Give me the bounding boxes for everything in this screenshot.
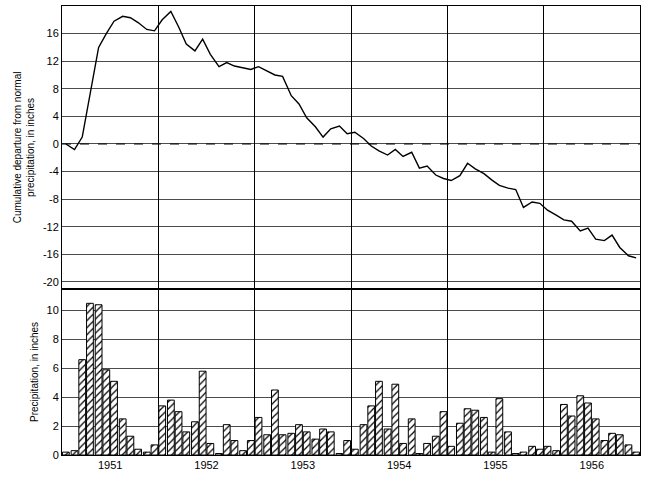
- svg-text:10: 10: [47, 304, 59, 316]
- svg-text:0: 0: [53, 449, 59, 461]
- svg-text:1951: 1951: [98, 459, 122, 471]
- svg-text:-20: -20: [43, 276, 59, 288]
- svg-text:4: 4: [53, 391, 59, 403]
- svg-text:4: 4: [53, 110, 59, 122]
- svg-text:12: 12: [47, 55, 59, 67]
- svg-text:2: 2: [53, 420, 59, 432]
- svg-text:1953: 1953: [291, 459, 315, 471]
- svg-text:1952: 1952: [194, 459, 218, 471]
- svg-text:-4: -4: [49, 165, 59, 177]
- svg-text:-8: -8: [49, 193, 59, 205]
- svg-text:1956: 1956: [580, 459, 604, 471]
- svg-text:8: 8: [53, 333, 59, 345]
- svg-text:16: 16: [47, 27, 59, 39]
- svg-text:Precipitation, in inches: Precipitation, in inches: [29, 322, 40, 422]
- svg-text:Cumulative departure from norm: Cumulative departure from normalprecipit…: [12, 72, 36, 224]
- svg-text:-16: -16: [43, 248, 59, 260]
- svg-text:1954: 1954: [387, 459, 411, 471]
- svg-text:6: 6: [53, 362, 59, 374]
- svg-text:1955: 1955: [483, 459, 507, 471]
- svg-text:0: 0: [53, 138, 59, 150]
- svg-text:8: 8: [53, 83, 59, 95]
- svg-text:-12: -12: [43, 221, 59, 233]
